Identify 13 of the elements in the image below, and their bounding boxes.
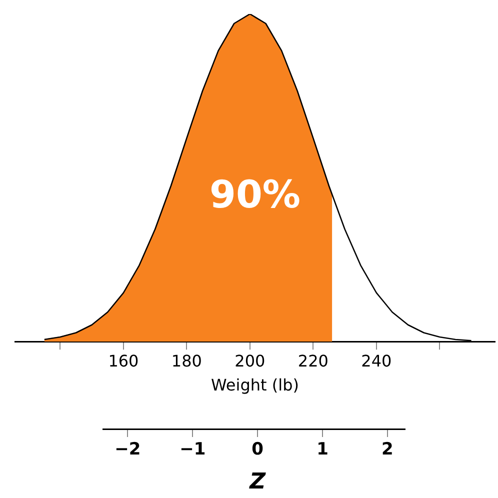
x2-tick-label: 1 [316, 440, 328, 460]
x2-tick-label: −2 [114, 440, 141, 460]
x-tick-label: 240 [361, 351, 392, 370]
x-tick-label: 160 [108, 351, 139, 370]
x2-tick-label: −1 [180, 440, 206, 460]
x2-tick-label: 0 [252, 440, 264, 460]
x-axis-title: Weight (lb) [211, 376, 299, 395]
annotation: 90% [210, 172, 300, 216]
x2-axis-title: Z [248, 470, 267, 495]
x-tick-label: 180 [171, 351, 202, 370]
x2-tick-label: 2 [382, 440, 394, 460]
x-tick-label: 220 [298, 351, 328, 370]
x-tick-label: 200 [234, 351, 266, 370]
